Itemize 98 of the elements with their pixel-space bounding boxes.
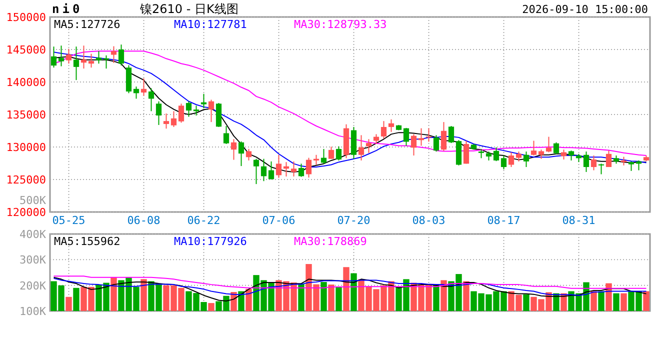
candlestick bbox=[328, 146, 334, 160]
candlestick bbox=[606, 150, 612, 168]
candlestick bbox=[276, 154, 282, 178]
y-tick-label: 135000 bbox=[6, 108, 46, 122]
candlestick bbox=[58, 45, 64, 67]
candlestick bbox=[140, 78, 147, 96]
text: 500K bbox=[20, 194, 46, 207]
candlestick bbox=[110, 46, 117, 64]
candlestick bbox=[133, 86, 140, 100]
x-tick-label: 07-06 bbox=[262, 214, 296, 227]
candlestick bbox=[538, 149, 544, 160]
text: MA5:155962 bbox=[54, 235, 120, 248]
line-series bbox=[53, 278, 647, 296]
y-tick-label: 120000 bbox=[6, 206, 46, 219]
candlestick bbox=[88, 53, 94, 68]
candlestick bbox=[516, 151, 522, 162]
text: MA10:177926 bbox=[174, 235, 247, 248]
candlestick bbox=[163, 113, 170, 130]
line-series bbox=[53, 276, 647, 289]
candlestick bbox=[508, 152, 514, 168]
candlestick bbox=[530, 140, 537, 156]
candlestick bbox=[298, 163, 304, 178]
y-tick-label: 145000 bbox=[6, 44, 46, 56]
x-tick-label: 06-08 bbox=[127, 214, 160, 227]
candlestick bbox=[463, 140, 470, 164]
x-tick-label: 08-31 bbox=[562, 214, 596, 227]
candlestick bbox=[170, 110, 177, 128]
y-tick-label: 130000 bbox=[6, 141, 46, 154]
candlestick bbox=[448, 126, 454, 144]
candlestick bbox=[126, 64, 132, 94]
candlestick bbox=[478, 148, 484, 159]
candlestick bbox=[403, 127, 410, 146]
candlestick bbox=[178, 103, 184, 124]
candlestick bbox=[583, 151, 590, 172]
chart-subtitle: 2026-09-10 15:00:00 bbox=[522, 3, 648, 16]
candlestick bbox=[260, 158, 267, 182]
candlestick bbox=[216, 102, 222, 128]
candlestick bbox=[148, 88, 154, 112]
text: MA10:127781 bbox=[174, 18, 247, 31]
chart-title: 镍2610 - 日K线图 bbox=[139, 2, 238, 16]
candlestick bbox=[313, 154, 320, 166]
candlestick bbox=[380, 120, 387, 139]
candlestick bbox=[208, 99, 214, 123]
candlestick bbox=[336, 146, 342, 161]
candlestick bbox=[366, 138, 372, 154]
x-tick-label: 08-17 bbox=[487, 214, 520, 227]
candlestick bbox=[373, 134, 380, 145]
candlestick bbox=[553, 142, 560, 155]
candlestick bbox=[118, 44, 124, 66]
candlestick bbox=[418, 128, 424, 146]
candlestick bbox=[546, 136, 552, 153]
candlestick bbox=[66, 48, 72, 64]
candlestick bbox=[433, 134, 440, 152]
x-tick-label: 08-03 bbox=[412, 214, 446, 227]
candlestick bbox=[358, 134, 364, 161]
y-tick-label: 125000 bbox=[6, 174, 46, 186]
y-tick-label: 400K bbox=[20, 228, 46, 241]
x-tick-label: 07-20 bbox=[337, 214, 370, 227]
candlestick bbox=[410, 134, 417, 156]
y-tick-label: 150000 bbox=[6, 11, 46, 24]
candlestick bbox=[230, 138, 237, 160]
candlestick bbox=[500, 155, 507, 170]
y-tick-label: 140000 bbox=[6, 76, 46, 89]
x-tick-label: 06-22 bbox=[187, 214, 220, 227]
candlestick bbox=[186, 100, 192, 118]
candlestick bbox=[223, 126, 230, 145]
candlestick bbox=[200, 93, 207, 109]
candlestick bbox=[96, 50, 102, 64]
candlestick bbox=[73, 46, 80, 81]
candlestick bbox=[388, 118, 394, 132]
candlestick bbox=[493, 146, 500, 162]
text: MA5:127726 bbox=[54, 18, 120, 31]
candlestick bbox=[290, 160, 297, 178]
candlestick bbox=[193, 105, 200, 116]
y-tick-label: 100K bbox=[20, 305, 46, 318]
candlestick bbox=[456, 140, 462, 166]
candlestick bbox=[523, 151, 530, 168]
candlestick bbox=[238, 140, 244, 167]
y-tick-label: 300K bbox=[20, 254, 46, 267]
candlestick bbox=[246, 148, 252, 161]
candlestick bbox=[598, 163, 604, 175]
text: MA30:178869 bbox=[294, 235, 367, 248]
candlestick bbox=[440, 122, 447, 152]
candlestick bbox=[590, 155, 597, 171]
text: ni0 bbox=[52, 2, 83, 16]
candlestick bbox=[80, 45, 87, 70]
candlestick bbox=[253, 158, 260, 185]
candlestick bbox=[306, 157, 312, 178]
line-series bbox=[53, 276, 647, 302]
candlestick bbox=[568, 150, 574, 161]
text: MA30:128793.33 bbox=[294, 18, 387, 31]
candlestick bbox=[268, 160, 274, 180]
candlestick bbox=[426, 128, 432, 142]
x-tick-label: 05-25 bbox=[52, 214, 86, 227]
candlestick bbox=[50, 46, 57, 68]
candlestick bbox=[156, 100, 162, 126]
y-tick-label: 200K bbox=[20, 279, 46, 292]
candlestick bbox=[628, 160, 634, 172]
